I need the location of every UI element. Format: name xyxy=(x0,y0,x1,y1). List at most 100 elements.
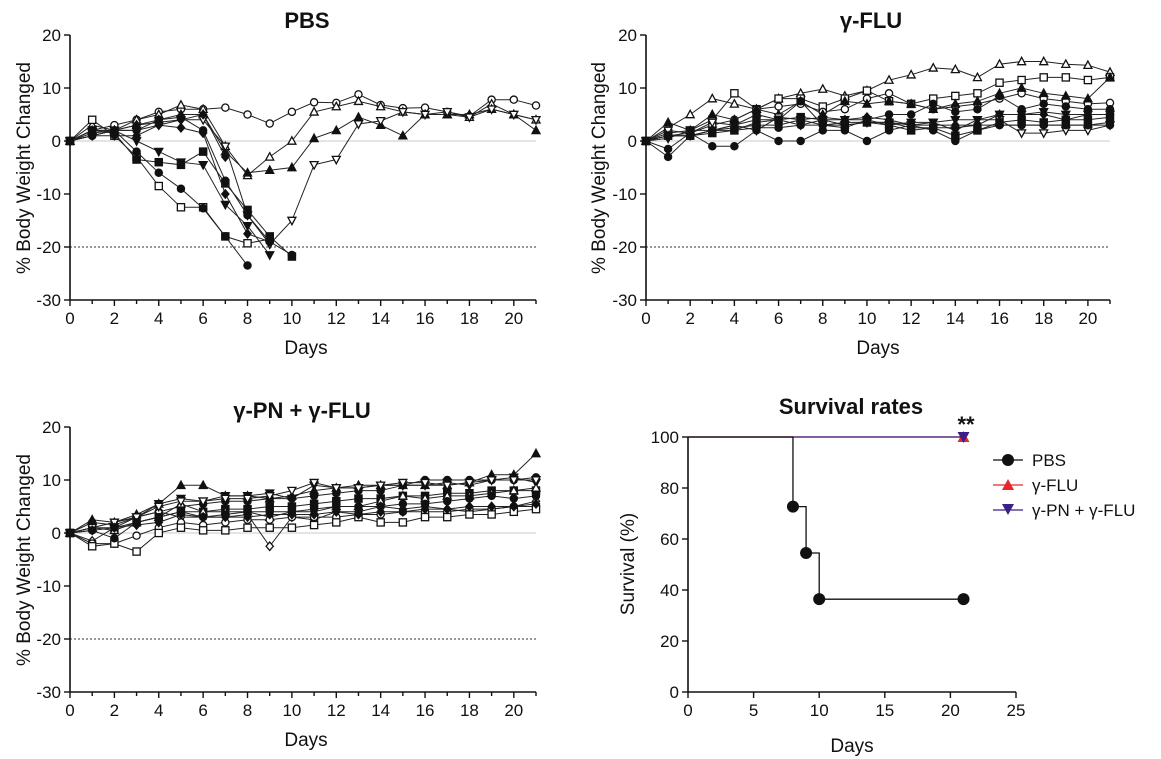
data-point xyxy=(375,117,386,127)
x-tick-label: 2 xyxy=(685,309,694,328)
data-point xyxy=(1038,55,1049,66)
data-point xyxy=(1104,110,1116,121)
series-line xyxy=(645,77,1111,142)
data-point xyxy=(397,130,408,140)
data-point xyxy=(286,135,297,145)
data-point xyxy=(928,99,938,109)
data-point xyxy=(397,108,408,118)
data-point xyxy=(509,494,519,503)
data-point xyxy=(397,490,408,500)
data-point xyxy=(1083,120,1093,130)
data-point xyxy=(286,486,297,497)
data-point xyxy=(309,160,320,171)
data-point xyxy=(530,482,542,492)
data-point xyxy=(198,127,208,139)
y-tick-label: -10 xyxy=(36,185,61,204)
panel-pnflu: γ-PN + γ-FLU % Body Weight Changed Days … xyxy=(14,398,542,751)
data-point xyxy=(995,78,1004,87)
data-point xyxy=(685,126,696,136)
plot-area: 0 20 40 60 80 100 0 5 10 15 20 25 xyxy=(651,428,1026,720)
data-point xyxy=(508,476,519,486)
data-point xyxy=(973,120,982,130)
legend-marker-circle xyxy=(1002,454,1014,466)
x-tick-label: 10 xyxy=(810,701,829,720)
data-point xyxy=(419,110,431,121)
y-tick-label: -10 xyxy=(612,185,637,204)
y-tick-label: 20 xyxy=(618,26,637,45)
data-point xyxy=(375,100,386,111)
data-point xyxy=(375,481,386,491)
data-point xyxy=(840,118,850,127)
x-tick-label: 18 xyxy=(1034,309,1053,328)
data-point xyxy=(464,113,475,123)
data-point xyxy=(243,110,252,119)
data-point xyxy=(353,484,364,494)
data-point xyxy=(420,499,430,509)
legend-item-pnflu: γ-PN + γ-FLU xyxy=(993,501,1135,520)
data-point xyxy=(707,108,718,119)
y-tick-label: 10 xyxy=(618,79,637,98)
data-point xyxy=(1082,59,1093,70)
series-line xyxy=(645,92,1111,142)
data-point xyxy=(420,512,430,522)
data-point xyxy=(376,518,385,527)
series xyxy=(65,126,297,261)
y-tick-label: 0 xyxy=(670,683,679,702)
data-point xyxy=(641,136,651,146)
axes xyxy=(69,427,536,693)
series xyxy=(688,436,970,606)
data-point xyxy=(928,118,939,129)
x-tick-label: 12 xyxy=(327,701,346,720)
data-point xyxy=(862,136,872,146)
data-point xyxy=(707,118,718,129)
data-point xyxy=(928,62,939,72)
data-point xyxy=(486,476,497,486)
data-point xyxy=(465,510,474,519)
data-point xyxy=(663,131,673,140)
data-point xyxy=(65,528,75,538)
data-point xyxy=(154,528,164,538)
data-point xyxy=(1039,120,1048,130)
data-point xyxy=(883,74,895,84)
data-point xyxy=(132,518,141,527)
data-point xyxy=(198,479,209,490)
data-point xyxy=(176,523,186,532)
x-tick-label: 0 xyxy=(683,701,692,720)
data-point xyxy=(243,210,252,220)
data-point xyxy=(221,526,230,535)
data-point xyxy=(906,98,917,108)
data-point xyxy=(972,115,983,126)
data-point xyxy=(774,136,783,146)
x-tick-label: 4 xyxy=(154,309,163,328)
data-point xyxy=(309,491,319,501)
data-point xyxy=(707,93,718,103)
data-point xyxy=(309,98,319,107)
data-point xyxy=(509,95,519,104)
y-tick-label: 60 xyxy=(660,530,679,549)
data-point xyxy=(243,507,252,517)
data-point xyxy=(1060,90,1071,100)
data-point xyxy=(796,112,805,122)
y-tick-label: 80 xyxy=(660,479,679,498)
data-point xyxy=(530,115,542,126)
series-line xyxy=(69,100,537,177)
y-tick-label: -20 xyxy=(36,238,61,257)
data-point xyxy=(531,491,541,501)
data-point xyxy=(1016,82,1027,92)
series-line xyxy=(69,124,270,243)
series-line xyxy=(69,506,536,545)
data-point xyxy=(508,110,519,121)
legend-label: γ-PN + γ-FLU xyxy=(1032,501,1135,520)
data-point xyxy=(198,512,208,522)
data-point xyxy=(813,593,826,606)
data-point xyxy=(1038,129,1049,139)
significance-annotation: ** xyxy=(957,412,975,437)
x-tick-label: 18 xyxy=(460,701,479,720)
x-tick-label: 16 xyxy=(416,701,435,720)
data-point xyxy=(109,522,119,533)
x-tick-label: 6 xyxy=(198,701,207,720)
data-point xyxy=(950,98,961,108)
data-point xyxy=(972,71,983,82)
y-tick-label: 20 xyxy=(42,418,61,437)
series-line xyxy=(645,116,1111,142)
